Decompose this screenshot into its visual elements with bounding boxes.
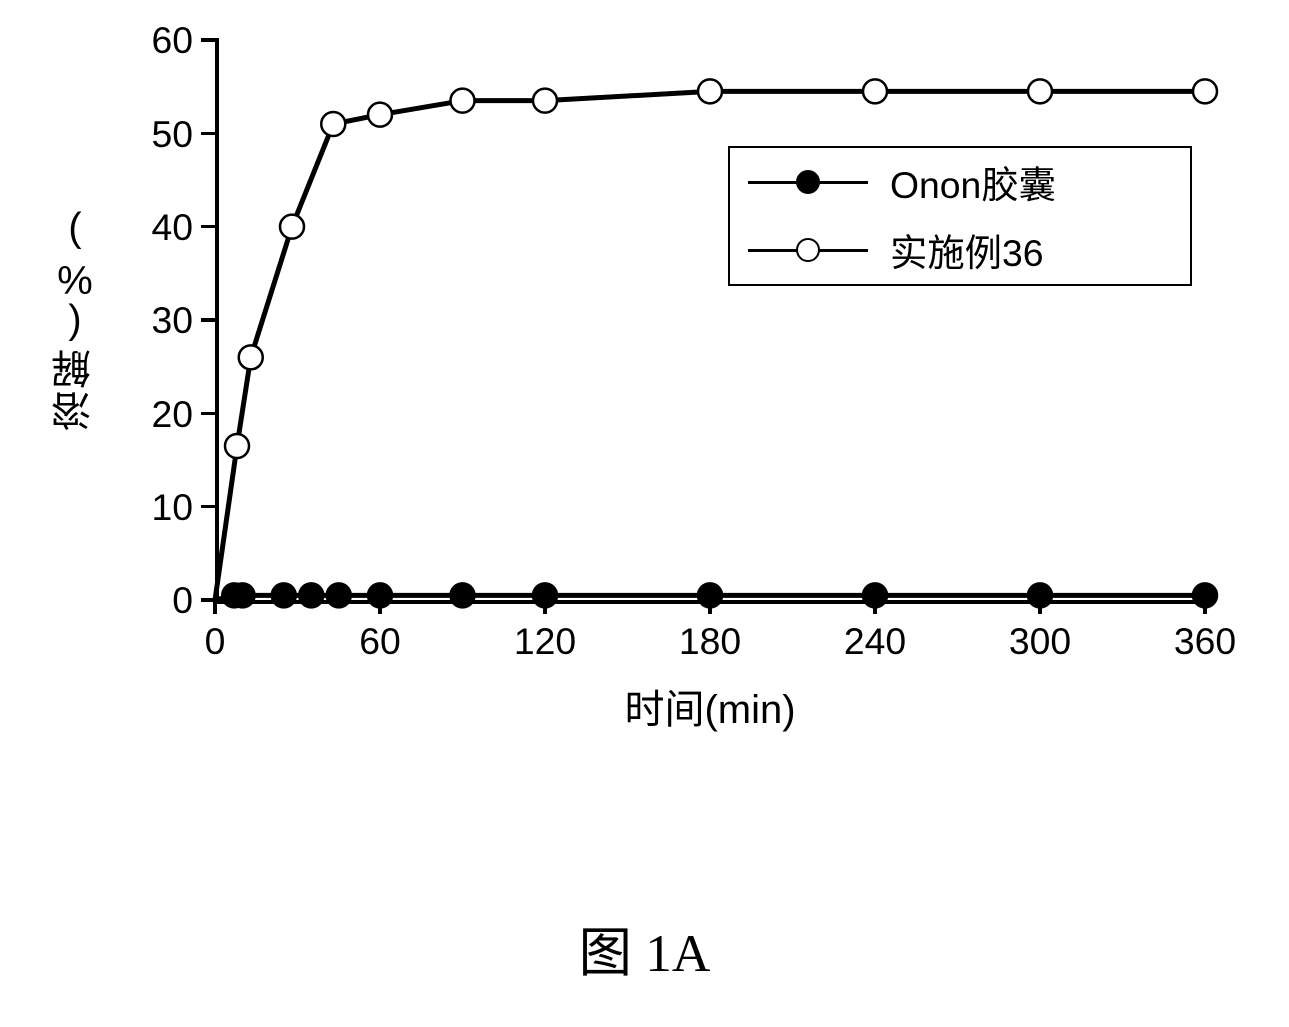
x-tick xyxy=(873,600,877,614)
series-marker-onon xyxy=(231,583,255,607)
x-tick xyxy=(1038,600,1042,614)
x-tick xyxy=(543,600,547,614)
legend: Onon胶囊实施例36 xyxy=(728,146,1192,286)
series-marker-ex36 xyxy=(698,79,722,103)
series-marker-ex36 xyxy=(863,79,887,103)
x-tick-label: 180 xyxy=(660,620,760,663)
y-tick xyxy=(201,318,215,322)
y-tick xyxy=(201,505,215,509)
y-tick xyxy=(201,412,215,416)
y-tick-label: 0 xyxy=(172,579,193,622)
series-marker-ex36 xyxy=(239,345,263,369)
y-tick-label: 60 xyxy=(151,19,193,62)
series-marker-ex36 xyxy=(368,103,392,127)
figure-caption: 图 1A xyxy=(0,910,1289,987)
x-axis-title: 时间(min) xyxy=(215,677,1205,735)
series-marker-onon xyxy=(327,583,351,607)
y-tick-label: 30 xyxy=(151,299,193,342)
series-marker-onon xyxy=(451,583,475,607)
y-axis-line xyxy=(215,38,219,602)
y-tick-label: 40 xyxy=(151,206,193,249)
series-marker-ex36 xyxy=(225,434,249,458)
x-tick xyxy=(708,600,712,614)
y-axis-title: 溶解(%) xyxy=(50,170,100,470)
x-tick-label: 120 xyxy=(495,620,595,663)
x-tick-label: 0 xyxy=(165,620,265,663)
y-tick xyxy=(201,132,215,136)
series-marker-ex36 xyxy=(1193,79,1217,103)
y-tick xyxy=(201,38,215,42)
series-marker-ex36 xyxy=(451,89,475,113)
legend-marker-ex36 xyxy=(796,238,820,262)
legend-line-sample xyxy=(748,249,868,252)
x-tick-label: 300 xyxy=(990,620,1090,663)
x-tick-label: 60 xyxy=(330,620,430,663)
legend-label: Onon胶囊 xyxy=(890,155,1056,209)
x-tick xyxy=(1203,600,1207,614)
legend-item-ex36: 实施例36 xyxy=(748,234,1044,266)
x-tick xyxy=(213,600,217,614)
y-tick-label: 20 xyxy=(151,393,193,436)
legend-item-onon: Onon胶囊 xyxy=(748,166,1056,198)
y-tick-label: 50 xyxy=(151,113,193,156)
x-tick-label: 240 xyxy=(825,620,925,663)
series-marker-ex36 xyxy=(1028,79,1052,103)
legend-marker-onon xyxy=(796,170,820,194)
series-marker-ex36 xyxy=(280,215,304,239)
figure-root: 溶解(%) 时间(min) Onon胶囊实施例36 图 1A 010203040… xyxy=(0,0,1289,1027)
y-tick-label: 10 xyxy=(151,486,193,529)
series-marker-ex36 xyxy=(533,89,557,113)
series-marker-onon xyxy=(272,583,296,607)
x-tick-label: 360 xyxy=(1155,620,1255,663)
x-tick xyxy=(378,600,382,614)
series-marker-onon xyxy=(299,583,323,607)
series-marker-ex36 xyxy=(321,112,345,136)
y-tick xyxy=(201,225,215,229)
legend-label: 实施例36 xyxy=(890,223,1044,277)
legend-line-sample xyxy=(748,181,868,184)
